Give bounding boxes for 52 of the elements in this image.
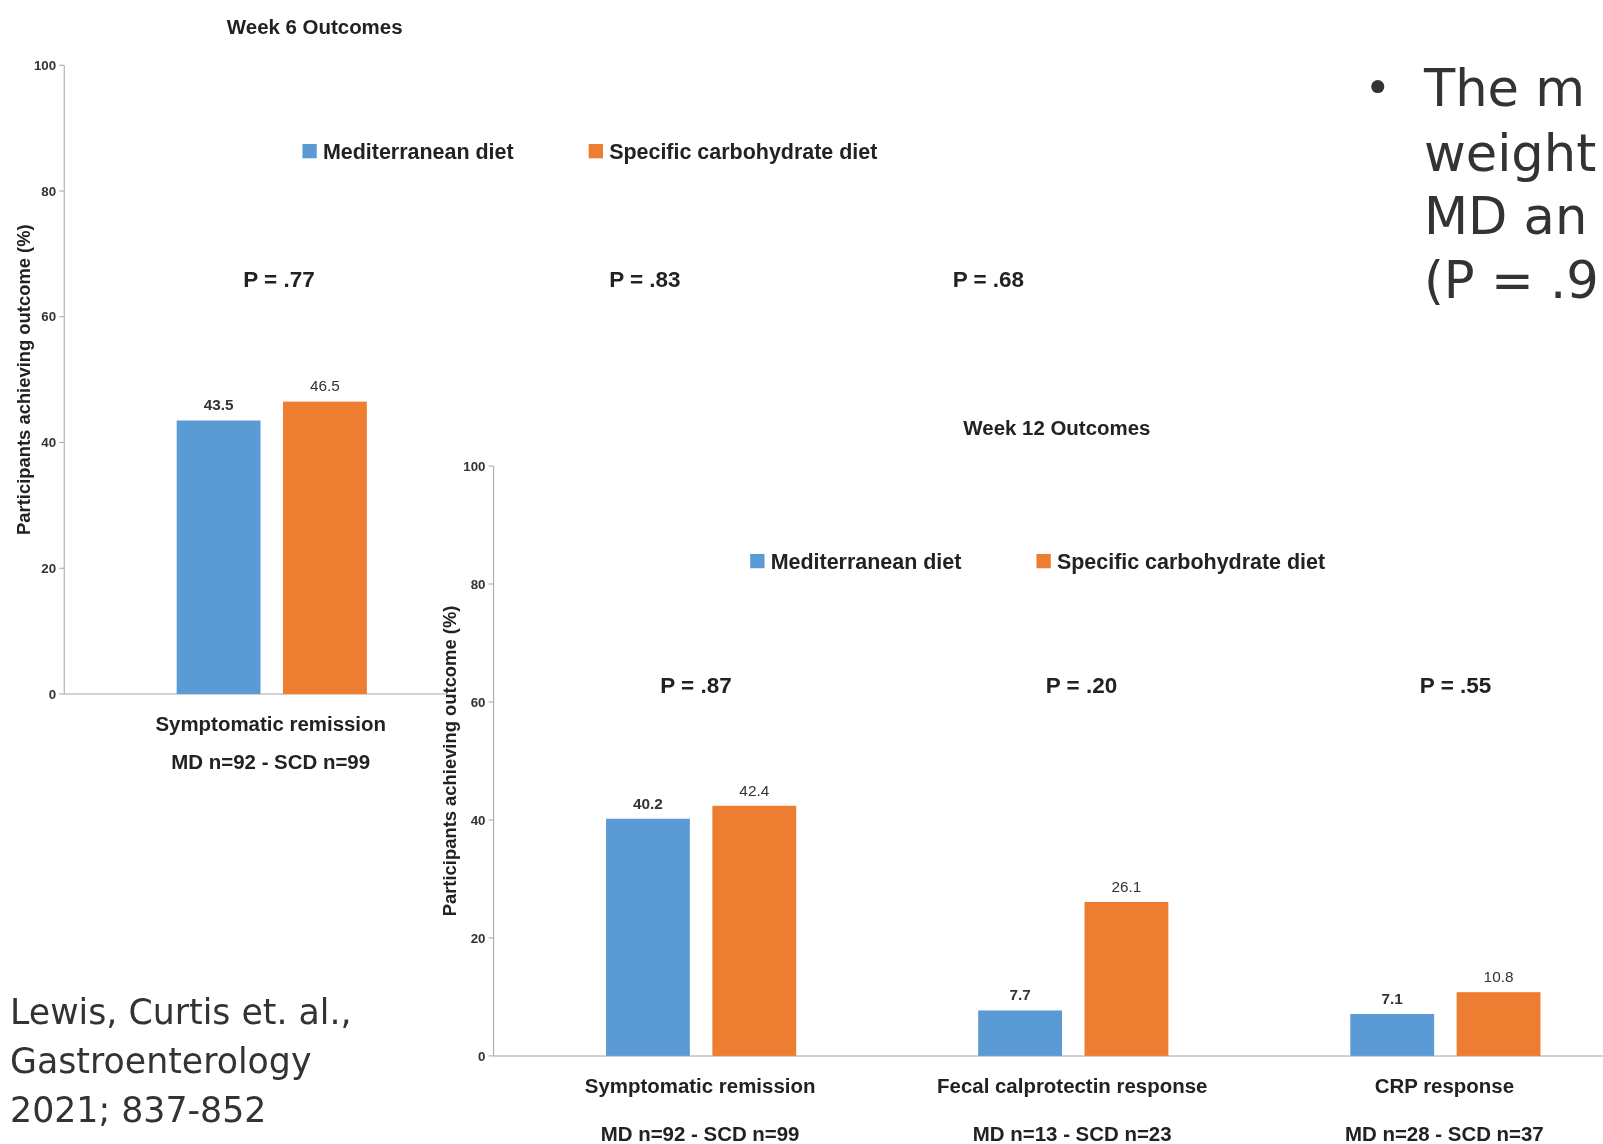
- data-label: 43.5: [203, 396, 234, 414]
- data-label: 26.1: [1111, 877, 1142, 895]
- text: Gastroenterology: [10, 1041, 312, 1082]
- text: 2021; 837-852: [10, 1090, 267, 1131]
- data-label: 42.4: [739, 781, 770, 799]
- bar: [1350, 1014, 1435, 1056]
- x-tick-label: Fecal calprotectin response MD n=13 - SCD n=23: [937, 1073, 1208, 1144]
- chart-title: Week 12 Outcomes: [963, 416, 1151, 440]
- y-tick-label: 80: [41, 183, 57, 199]
- data-label: 10.8: [1483, 967, 1514, 985]
- legend-label: Specific carbohydrate diet: [1056, 549, 1326, 574]
- y-tick-label: 0: [478, 1048, 486, 1064]
- text: weight: [1423, 124, 1597, 184]
- text: P = .68: [952, 266, 1025, 292]
- data-label: 7.1: [1381, 989, 1404, 1007]
- text: (P = .9: [1423, 250, 1599, 310]
- legend-label: Specific carbohydrate diet: [609, 139, 878, 164]
- x-tick-label: CRP response MD n=28 - SCD n=37: [1344, 1073, 1544, 1144]
- annotation: P = .20: [1045, 672, 1118, 698]
- text: Lewis, Curtis et. al.,: [10, 992, 352, 1033]
- y-axis-title: Participants achieving outcome (%): [438, 605, 460, 917]
- bar: [712, 805, 797, 1056]
- annotation: P = .87: [660, 672, 732, 698]
- text: •: [1364, 61, 1392, 115]
- legend-label: Mediterranean diet: [770, 549, 962, 574]
- y-tick-label: 80: [470, 576, 486, 592]
- text: MD an: [1423, 187, 1588, 247]
- y-tick-label: 100: [33, 57, 57, 73]
- bar: [978, 1010, 1063, 1056]
- annotation: P = .77: [243, 266, 315, 292]
- y-tick-label: 0: [48, 686, 57, 702]
- legend-label: Mediterranean diet: [322, 139, 514, 164]
- y-tick-label: 20: [41, 560, 57, 576]
- data-label: 7.7: [1009, 986, 1031, 1004]
- text: The m: [1422, 58, 1586, 118]
- bar: [606, 818, 690, 1056]
- y-axis-title: Participants achieving outcome (%): [13, 224, 35, 535]
- y-tick-label: 40: [470, 812, 486, 828]
- x-tick-label: Symptomatic remission MD n=92 - SCD n=99: [584, 1073, 816, 1144]
- y-tick-label: 60: [41, 309, 57, 325]
- data-label: 46.5: [310, 377, 340, 395]
- x-tick-label: Symptomatic remission MD n=92 - SCD n=99: [155, 711, 387, 773]
- annotation: P = .55: [1419, 672, 1492, 698]
- chart-title: Week 6 Outcomes: [226, 14, 403, 38]
- text: P = .83: [609, 266, 681, 292]
- y-tick-label: 20: [470, 930, 486, 946]
- y-tick-label: 40: [41, 435, 57, 451]
- data-label: 40.2: [633, 794, 663, 812]
- y-tick-label: 100: [463, 458, 486, 474]
- y-tick-label: 60: [470, 694, 486, 710]
- bar: [1456, 992, 1541, 1056]
- bar: [1084, 901, 1169, 1056]
